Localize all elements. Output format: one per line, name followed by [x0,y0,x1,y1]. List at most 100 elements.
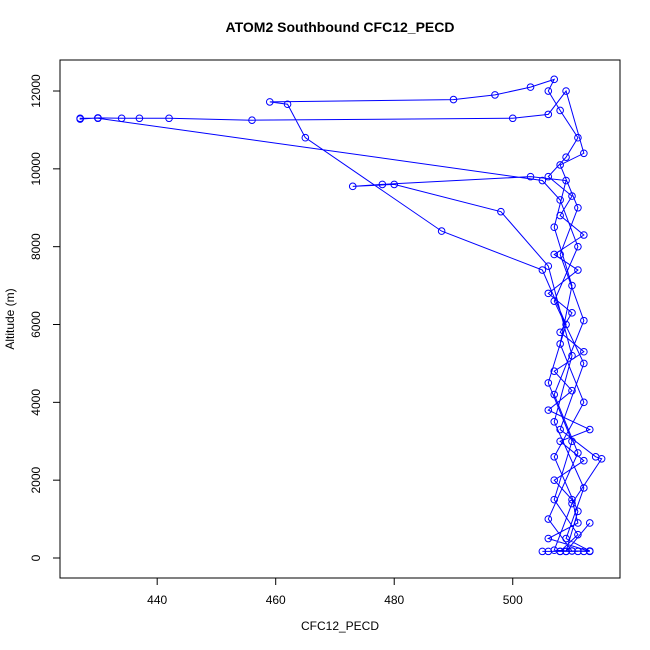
data-point [497,207,505,216]
data-point [301,133,310,142]
data-point [491,91,499,99]
data-point [574,530,582,539]
data-point [544,289,553,298]
data-point [556,425,564,434]
data-point [550,453,559,461]
data-point [550,250,559,259]
data-point [544,379,553,387]
data-point [580,316,588,325]
data-point [265,98,274,106]
data-point [165,114,173,123]
data-point [585,425,594,434]
y-tick-label: 6000 [29,311,43,338]
data-point [574,133,582,142]
data-point [562,320,570,329]
data-point [556,211,564,220]
y-tick-label: 12000 [29,74,43,108]
data-point [550,75,559,84]
data-point [568,309,576,317]
data-point [550,476,559,484]
data-point [248,116,256,125]
data-point [508,114,517,123]
data-point [544,406,553,414]
data-point [568,437,576,446]
data-point [538,266,547,274]
data-point [550,367,559,376]
data-point [574,507,582,516]
data-point [76,114,84,123]
x-tick-label: 480 [384,593,404,607]
y-axis-label: Altitude (m) [3,288,17,349]
data-point [550,390,559,399]
data-point [580,231,588,239]
data-point [348,182,357,191]
data-point [544,547,553,556]
data-point [568,351,576,360]
plot-box [59,59,621,579]
data-point [538,547,547,556]
data-point [574,519,582,527]
data-point [550,495,559,504]
data-point [437,227,446,235]
data-point [580,347,588,356]
data-point [538,176,547,185]
data-point [568,499,576,508]
data-point [544,87,553,95]
data-point [390,180,399,189]
data-point [449,95,458,104]
data-point [568,192,576,200]
data-point [574,242,582,251]
data-point [574,266,582,274]
data-point [544,110,553,119]
data-point [580,547,588,556]
data-point [568,495,576,504]
data-point [556,161,564,169]
data-point [544,172,553,181]
series-line [79,78,603,552]
data-point [556,328,564,337]
data-point [580,359,588,368]
data-point [580,456,588,465]
data-point [135,114,144,123]
data-point [597,454,606,463]
data-point [283,100,292,109]
data-point [556,250,564,259]
data-point [544,515,553,523]
data-point [556,437,564,446]
data-point [574,547,582,556]
data-point [556,547,564,556]
data-point [94,114,102,123]
data-point [544,262,553,270]
x-tick-label: 460 [266,593,286,607]
data-point [556,106,564,115]
data-point [550,546,559,555]
data-point [562,153,570,161]
data-point [526,83,535,91]
data-point [568,386,576,395]
data-point [550,223,559,232]
y-tick-label: 4000 [29,389,43,416]
y-tick-label: 10000 [29,152,43,186]
data-point [568,547,576,555]
y-tick-label: 0 [29,554,43,561]
x-axis-label: CFC12_PECD [301,619,379,633]
data-point [568,281,576,290]
data-point [580,149,588,158]
data-point [562,547,570,556]
data-point [556,340,564,348]
data-point [562,87,570,95]
data-point [544,534,553,543]
data-point [562,534,570,543]
data-point [378,180,387,189]
data-point [580,484,588,492]
data-point [574,203,582,212]
data-point [580,398,588,407]
data-point [526,172,535,181]
y-tick-label: 2000 [29,466,43,493]
data-point [562,176,570,185]
data-point [585,547,594,555]
data-point [574,449,582,457]
x-tick-label: 500 [503,593,523,607]
